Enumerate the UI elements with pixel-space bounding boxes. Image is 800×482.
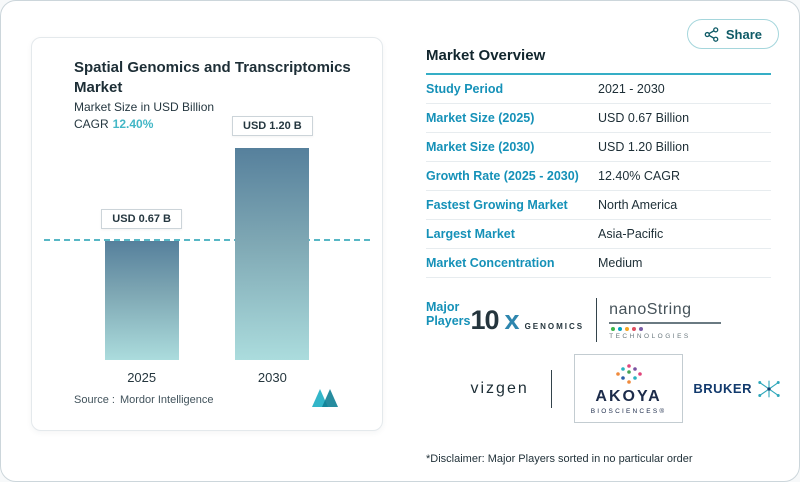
overview-row: Market Size (2030) USD 1.20 Billion bbox=[426, 133, 771, 162]
logo-10x-genomics: 10 x GENOMICS bbox=[470, 305, 584, 336]
source-label: Source : bbox=[74, 394, 115, 406]
akoya-dots-icon bbox=[607, 361, 651, 387]
overview-row-label: Fastest Growing Market bbox=[426, 198, 568, 212]
logo-row-2: vizgen bbox=[470, 354, 781, 423]
chart-cagr: CAGR 12.40% bbox=[74, 117, 153, 131]
bar-2030 bbox=[235, 148, 310, 360]
overview-row-label: Largest Market bbox=[426, 227, 515, 241]
overview-row-label: Growth Rate (2025 - 2030) bbox=[426, 169, 579, 183]
logo-divider bbox=[596, 298, 598, 342]
logo-akoya-biosciences: AKOYA BIOSCIENCES® bbox=[573, 354, 684, 423]
overview-row-value: 12.40% CAGR bbox=[598, 169, 680, 183]
overview-title: Market Overview bbox=[426, 47, 771, 75]
overview-row-value: 2021 - 2030 bbox=[598, 82, 665, 96]
major-players-logos: 10 x GENOMICS nanoString TECHNOLOGIES bbox=[470, 292, 781, 423]
cagr-value: 12.40% bbox=[112, 117, 154, 131]
share-label: Share bbox=[725, 26, 762, 42]
share-button[interactable]: Share bbox=[686, 19, 779, 49]
nanostring-dots bbox=[611, 326, 721, 331]
major-players-label: Major Players bbox=[426, 300, 471, 328]
bar-value-label: USD 1.20 B bbox=[232, 116, 313, 136]
overview-row: Largest Market Asia-Pacific bbox=[426, 220, 771, 249]
logo-akoya-text: AKOYA bbox=[595, 388, 662, 405]
bar-column: USD 1.20 B 2030 bbox=[232, 116, 313, 386]
overview-row-label: Market Size (2025) bbox=[426, 111, 535, 125]
x-axis-label: 2025 bbox=[127, 370, 157, 385]
logo-vizgen: vizgen bbox=[470, 379, 529, 397]
overview-row-value: Medium bbox=[598, 256, 643, 270]
reference-line bbox=[44, 239, 370, 241]
logo-10x-sub: GENOMICS bbox=[524, 321, 585, 331]
source-line: Source : Mordor Intelligence bbox=[74, 394, 214, 406]
logo-nanostring-sub: TECHNOLOGIES bbox=[609, 332, 691, 340]
cagr-label: CAGR bbox=[74, 117, 109, 131]
logo-bruker-text: BRUKER bbox=[693, 381, 752, 396]
share-icon bbox=[704, 26, 719, 42]
major-players-section: Major Players 10 x GENOMICS nanoString bbox=[426, 292, 780, 423]
logo-nanostring: nanoString TECHNOLOGIES bbox=[609, 300, 722, 340]
overview-row-label: Market Concentration bbox=[426, 256, 555, 270]
logo-divider bbox=[550, 369, 552, 408]
overview-row: Market Concentration Medium bbox=[426, 249, 771, 278]
overview-row-value: USD 1.20 Billion bbox=[598, 140, 690, 154]
logo-10x-x: x bbox=[504, 304, 520, 335]
logo-akoya-sub: BIOSCIENCES® bbox=[590, 408, 667, 415]
nanostring-rule bbox=[609, 321, 722, 324]
source-value: Mordor Intelligence bbox=[119, 394, 214, 406]
logo-10x-number: 10 bbox=[470, 304, 499, 335]
chart-title: Spatial Genomics and Transcriptomics Mar… bbox=[74, 59, 351, 97]
overview-table: Study Period 2021 - 2030 Market Size (2025… bbox=[426, 75, 771, 278]
disclaimer-text: *Disclaimer: Major Players sorted in no … bbox=[426, 453, 693, 465]
overview-row-label: Market Size (2030) bbox=[426, 140, 535, 154]
bruker-atom-icon bbox=[757, 379, 781, 399]
mordor-intelligence-logo bbox=[310, 387, 340, 412]
overview-row-label: Study Period bbox=[426, 82, 504, 96]
overview-row-value: Asia-Pacific bbox=[598, 227, 664, 241]
x-axis-label: 2030 bbox=[257, 370, 287, 385]
logo-bruker: BRUKER bbox=[693, 379, 781, 399]
overview-row: Growth Rate (2025 - 2030) 12.40% CAGR bbox=[426, 162, 771, 191]
overview-row: Study Period 2021 - 2030 bbox=[426, 75, 771, 104]
bar-2025 bbox=[104, 241, 179, 360]
bar-column: USD 0.67 B 2025 bbox=[101, 209, 182, 386]
logo-row-1: 10 x GENOMICS nanoString TECHNOLOGIES bbox=[470, 292, 781, 348]
overview-row: Market Size (2025) USD 0.67 Billion bbox=[426, 104, 771, 133]
bar-value-label: USD 0.67 B bbox=[101, 209, 182, 229]
chart-subtitle: Market Size in USD Billion bbox=[74, 100, 215, 114]
market-overview-panel: Market Overview Study Period 2021 - 2030 M… bbox=[426, 47, 780, 423]
overview-row-value: USD 0.67 Billion bbox=[598, 111, 690, 125]
bar-chart: USD 0.67 B 2025 USD 1.20 B 2030 bbox=[44, 116, 370, 386]
logo-nanostring-text: nanoString bbox=[609, 300, 692, 318]
chart-card: Spatial Genomics and Transcriptomics Mar… bbox=[31, 37, 383, 431]
overview-row: Fastest Growing Market North America bbox=[426, 191, 771, 220]
overview-row-value: North America bbox=[598, 198, 678, 212]
